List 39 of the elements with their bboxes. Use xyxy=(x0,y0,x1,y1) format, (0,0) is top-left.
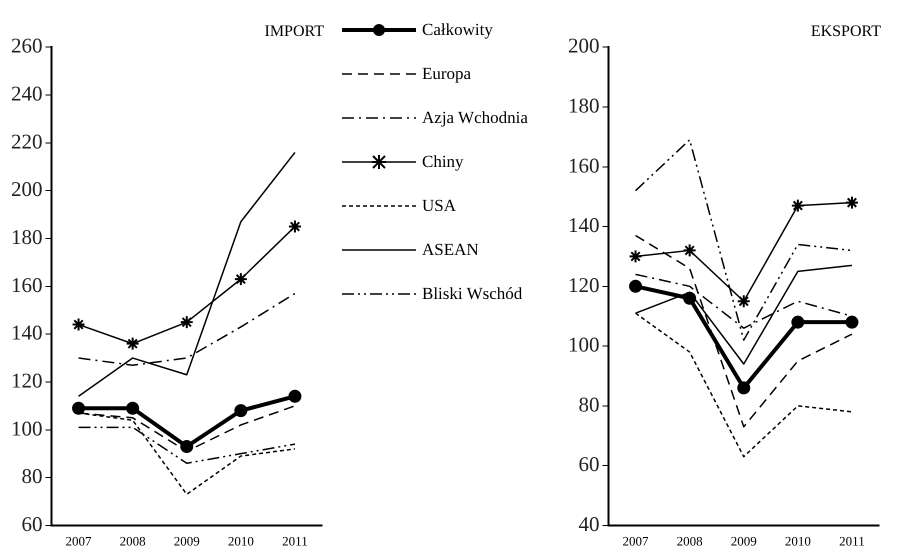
x-tick-label: 2007 xyxy=(66,534,92,549)
x-tick-label: 2011 xyxy=(282,534,308,549)
x-tick-label: 2008 xyxy=(676,534,703,549)
x-tick-label: 2009 xyxy=(730,534,757,549)
y-tick-label: 240 xyxy=(11,82,42,106)
y-tick-label: 80 xyxy=(22,464,42,488)
y-tick-label: 220 xyxy=(11,129,42,154)
y-tick-label: 140 xyxy=(11,320,42,345)
legend-label: Bliski Wschód xyxy=(422,284,522,304)
y-tick-label: 260 xyxy=(11,34,42,58)
y-tick-label: 40 xyxy=(578,512,600,536)
legend-label: Azja Wchodnia xyxy=(422,108,528,128)
y-tick-label: 180 xyxy=(568,93,600,118)
chart-title: EKSPORT xyxy=(810,22,882,40)
legend-label: Chiny xyxy=(422,152,464,172)
legend-label: ASEAN xyxy=(422,240,479,260)
y-tick-label: 120 xyxy=(568,272,600,297)
y-tick-label: 100 xyxy=(11,416,42,440)
chart-title: IMPORT xyxy=(264,22,324,40)
y-tick-label: 60 xyxy=(578,452,600,476)
x-tick-label: 2010 xyxy=(784,534,811,549)
legend-label: Europa xyxy=(422,64,472,84)
legend-label: USA xyxy=(422,196,456,216)
y-tick-label: 80 xyxy=(578,392,600,416)
y-tick-label: 200 xyxy=(568,34,600,58)
y-tick-label: 160 xyxy=(568,153,600,178)
x-tick-label: 2008 xyxy=(120,534,146,549)
legend-label: Całkowity xyxy=(422,20,493,40)
x-tick-label: 2011 xyxy=(839,534,865,549)
y-tick-label: 60 xyxy=(22,512,42,536)
y-tick-label: 160 xyxy=(11,272,42,297)
x-tick-label: 2007 xyxy=(622,534,650,549)
x-tick-label: 2009 xyxy=(174,534,200,549)
y-tick-label: 140 xyxy=(568,213,600,238)
x-tick-label: 2010 xyxy=(228,534,254,549)
y-tick-label: 100 xyxy=(568,332,600,357)
y-tick-label: 200 xyxy=(11,177,42,202)
y-tick-label: 120 xyxy=(11,368,42,392)
y-tick-label: 180 xyxy=(11,224,42,249)
